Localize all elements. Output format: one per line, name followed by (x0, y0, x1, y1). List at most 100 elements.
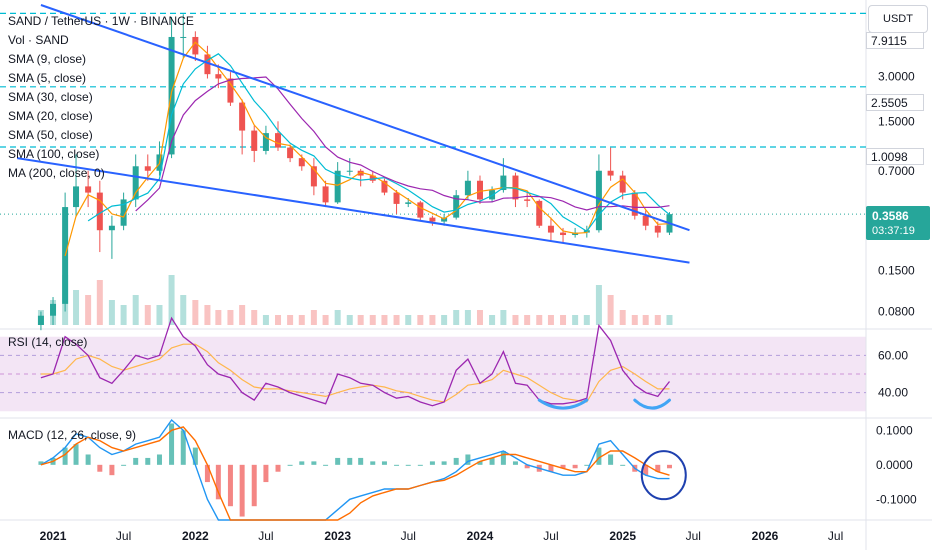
symbol-title[interactable]: SAND / TetherUS · 1W · BINANCE (8, 14, 194, 28)
moving-average-line (64, 41, 670, 257)
macd-histogram-bar (572, 464, 578, 469)
volume-bar (192, 300, 199, 325)
candle (346, 170, 353, 172)
volume-bar (168, 275, 175, 325)
legend-sma9[interactable]: SMA (9, close) (8, 52, 87, 66)
macd-line (40, 418, 670, 521)
volume-bar (381, 315, 388, 325)
candle (357, 170, 364, 176)
candle (120, 199, 127, 226)
macd-histogram-bar (524, 464, 530, 469)
macd-histogram-bar (370, 461, 376, 465)
candle (619, 175, 626, 193)
macd-histogram-bar (323, 464, 329, 466)
macd-histogram-bar (38, 461, 44, 465)
legend-volume[interactable]: Vol · SAND (8, 33, 69, 47)
annotation-arc (537, 398, 589, 410)
candle (275, 133, 282, 148)
macd-histogram-bar (417, 464, 423, 466)
level-badge-2: 2.5505 (866, 94, 924, 111)
time-axis-label: Jul (401, 529, 416, 543)
price-axis-label: 0.7000 (878, 164, 915, 178)
rsi-line (40, 316, 671, 407)
current-price-badge: 0.3586 03:37:19 (866, 206, 930, 240)
candle (381, 180, 388, 193)
legend-sma50[interactable]: SMA (50, close) (8, 128, 93, 142)
macd-histogram-bar (620, 464, 626, 466)
price-axis-label: 0.1500 (878, 264, 915, 278)
time-axis-label: Jul (543, 529, 558, 543)
legend-sma100[interactable]: SMA (100, close) (8, 147, 100, 161)
volume-bar (298, 315, 305, 325)
candle (393, 192, 400, 204)
time-axis-label: Jul (258, 529, 273, 543)
volume-bar (262, 315, 269, 325)
candle (168, 36, 175, 155)
candle (560, 232, 567, 236)
volume-bar (85, 295, 92, 325)
current-price: 0.3586 (872, 209, 909, 223)
candle (239, 102, 246, 131)
candle (287, 147, 294, 159)
candle (631, 192, 638, 216)
macd-histogram-bar (358, 457, 364, 465)
macd-histogram-bar (227, 464, 233, 507)
trendline-upper (40, 4, 690, 232)
volume-bar (572, 315, 579, 325)
macd-histogram-bar (560, 464, 566, 469)
macd-histogram-bar (145, 457, 151, 465)
time-axis-label: 2026 (752, 529, 779, 543)
legend-sma5[interactable]: SMA (5, close) (8, 71, 87, 85)
time-axis-label: 2022 (182, 529, 209, 543)
volume-bar (631, 315, 638, 325)
macd-histogram-bar (109, 464, 115, 476)
volume-bar (560, 315, 567, 325)
time-axis-label: 2021 (40, 529, 67, 543)
macd-histogram-bar (275, 464, 281, 472)
volume-bar (595, 285, 602, 325)
candle (429, 217, 436, 222)
candle (108, 225, 115, 231)
rsi-axis-label: 40.00 (878, 386, 908, 400)
volume-bar (310, 310, 317, 325)
volume-bar (500, 310, 507, 325)
candle (441, 217, 448, 222)
candle (453, 195, 460, 218)
macd-histogram-bar (477, 461, 483, 465)
legend-sma30[interactable]: SMA (30, close) (8, 90, 93, 104)
volume-bar (251, 310, 258, 325)
legend-ma200[interactable]: MA (200, close, 0) (8, 166, 105, 180)
volume-bar (453, 310, 460, 325)
candle (464, 180, 471, 196)
volume-bar (417, 315, 424, 325)
macd-histogram-bar (299, 461, 305, 465)
macd-histogram-bar (169, 423, 175, 465)
legend-macd[interactable]: MACD (12, 26, close, 9) (8, 428, 137, 442)
volume-bar (346, 315, 353, 325)
volume-bar (369, 315, 376, 325)
currency-button[interactable]: USDT (868, 5, 928, 33)
volume-bar (144, 305, 151, 325)
macd-histogram-bar (655, 464, 661, 472)
candle (37, 315, 44, 325)
candle (417, 202, 424, 218)
candle (132, 166, 139, 200)
legend-sma20[interactable]: SMA (20, close) (8, 109, 93, 123)
macd-histogram-bar (215, 464, 221, 500)
volume-bar (441, 315, 448, 325)
macd-histogram-bar (239, 464, 245, 517)
macd-histogram-bar (62, 447, 68, 465)
volume-bar (120, 305, 127, 325)
candle (50, 303, 57, 316)
price-axis-label: 3.0000 (878, 69, 915, 83)
macd-histogram-bar (192, 447, 198, 465)
volume-bar (607, 295, 614, 325)
candle (489, 190, 496, 200)
legend-rsi[interactable]: RSI (14, close) (8, 335, 88, 349)
volume-bar (654, 315, 661, 325)
macd-histogram-bar (335, 457, 341, 465)
time-axis-label: 2024 (467, 529, 494, 543)
candle (251, 130, 258, 151)
candle (642, 215, 649, 226)
